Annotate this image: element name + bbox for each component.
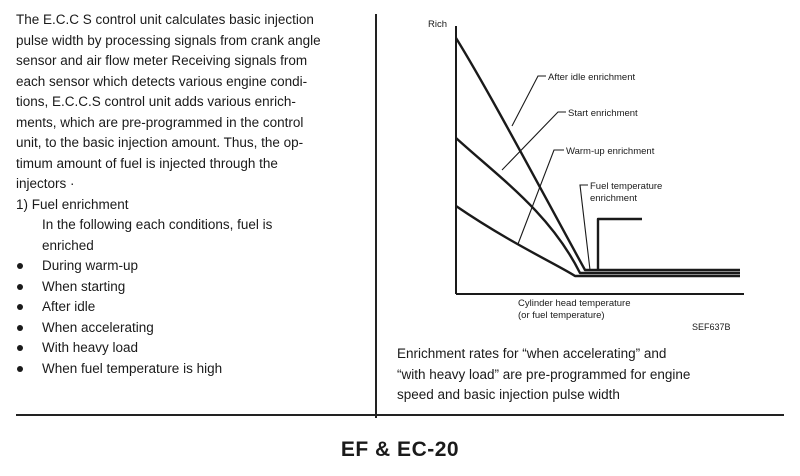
intro-line: pulse width by processing signals from c… <box>16 32 321 48</box>
figure-caption: Enrichment rates for “when accelerating”… <box>397 344 742 406</box>
section-body: In the following each conditions, fuel i… <box>42 215 361 256</box>
warm-up-leader <box>517 149 564 245</box>
page-number: EF & EC-20 <box>340 438 460 461</box>
bullet-icon <box>17 304 23 310</box>
start-curve <box>455 137 740 275</box>
fuel-temp-callout-line2: enrichment <box>590 193 637 204</box>
bullet-icon <box>17 365 23 372</box>
leaders <box>501 75 591 271</box>
list-item: During warm-up <box>16 256 361 277</box>
warm-up-callout: Warm-up enrichment <box>566 146 655 157</box>
intro-line: injectors · <box>16 176 75 191</box>
x-axis-label: Cylinder head temperature <box>518 298 630 309</box>
condition-list: During warm-up When starting After idle … <box>16 256 361 379</box>
list-item-text: After idle <box>42 299 96 314</box>
caption-line: “with heavy load” are pre-programmed for… <box>397 366 691 382</box>
figure-id: SEF637B <box>692 322 731 332</box>
intro-line: sensor and air flow meter Receiving sign… <box>16 53 308 68</box>
list-item-text: During warm-up <box>42 258 139 273</box>
footer-divider <box>16 414 784 416</box>
list-item: When accelerating <box>16 318 361 339</box>
intro-line: ments, which are pre-programmed in the c… <box>16 114 304 130</box>
intro-line: tions, E.C.C.S control unit adds various… <box>16 94 296 109</box>
caption-line: Enrichment rates for “when accelerating”… <box>397 346 667 361</box>
enrichment-graph: Rich After idle enrichment Start enrichm… <box>428 19 744 332</box>
y-axis-label: Rich <box>428 19 447 30</box>
fuel-temp-leader <box>579 184 591 271</box>
bullet-icon <box>17 324 23 331</box>
intro-paragraph: The E.C.C S control unit calculates basi… <box>16 10 361 195</box>
list-item: When fuel temperature is high <box>16 359 361 380</box>
list-item-text: When accelerating <box>42 319 154 335</box>
bullet-icon <box>17 263 23 269</box>
bullet-icon <box>17 283 23 290</box>
section-body-line: In the following each conditions, fuel i… <box>42 217 273 232</box>
list-item-text: When starting <box>42 278 126 294</box>
column-divider <box>375 14 377 418</box>
list-item-text: With heavy load <box>42 340 139 355</box>
intro-line: The E.C.C S control unit calculates basi… <box>16 12 314 27</box>
section-heading: 1) Fuel enrichment <box>16 196 129 212</box>
section-body-line: enriched <box>42 237 94 253</box>
fuel-temp-callout-line1: Fuel temperature <box>590 181 662 192</box>
intro-line: timum amount of fuel is injected through… <box>16 155 278 171</box>
after-idle-callout: After idle enrichment <box>548 72 635 83</box>
list-item-text: When fuel temperature is high <box>42 360 223 376</box>
bullet-icon <box>17 345 23 351</box>
intro-line: each sensor which detects various engine… <box>16 73 308 89</box>
fuel-temp-curve <box>596 217 642 270</box>
start-callout: Start enrichment <box>568 108 638 119</box>
left-column: The E.C.C S control unit calculates basi… <box>16 10 361 379</box>
list-item: When starting <box>16 277 361 298</box>
intro-line: unit, to the basic injection amount. Thu… <box>16 135 304 150</box>
list-item: After idle <box>16 297 361 318</box>
warm-up-curve <box>455 205 740 278</box>
after-idle-leader <box>511 75 546 127</box>
caption-line: speed and basic injection pulse width <box>397 387 620 402</box>
start-leader <box>501 111 566 171</box>
x-axis-label-sub: (or fuel temperature) <box>518 310 605 321</box>
list-item: With heavy load <box>16 338 361 359</box>
